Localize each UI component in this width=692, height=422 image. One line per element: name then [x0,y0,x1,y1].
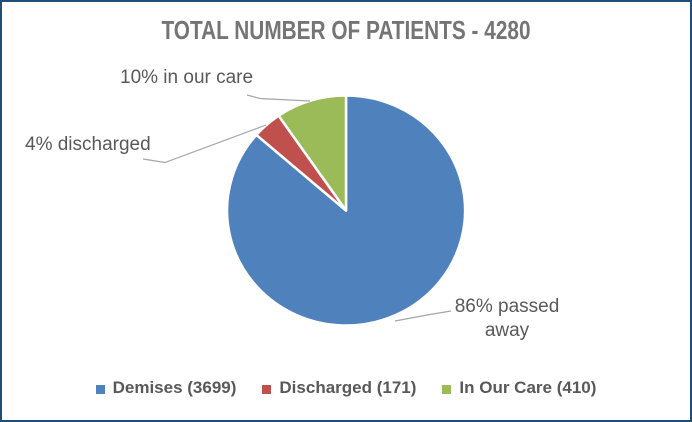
legend-swatch-demises-icon [95,384,105,394]
legend-swatch-discharged-icon [262,384,272,394]
pie-slice-in-our-care[interactable] [277,94,348,212]
legend-item-demises[interactable]: Demises (3699) [95,378,237,398]
legend-label-in-our-care: In Our Care (410) [459,378,597,397]
callout-in-our-care: 10% in our care [120,67,254,88]
callout-demises: 86% passed away [454,296,560,341]
leader-line-discharged [142,124,267,164]
callout-discharged: 4% discharged [25,134,151,155]
chart-title: TOTAL NUMBER OF PATIENTS - 4280 [161,15,531,45]
legend-item-discharged[interactable]: Discharged (171) [262,378,416,398]
legend-label-demises: Demises (3699) [112,378,237,397]
legend-item-in-our-care[interactable]: In Our Care (410) [442,378,596,398]
legend-swatch-in-our-care-icon [442,384,452,394]
legend: Demises (3699) Discharged (171) In Our C… [2,378,690,398]
leader-line-demises [394,310,452,322]
legend-label-discharged: Discharged (171) [279,378,417,397]
leader-line-in-our-care [246,94,311,102]
